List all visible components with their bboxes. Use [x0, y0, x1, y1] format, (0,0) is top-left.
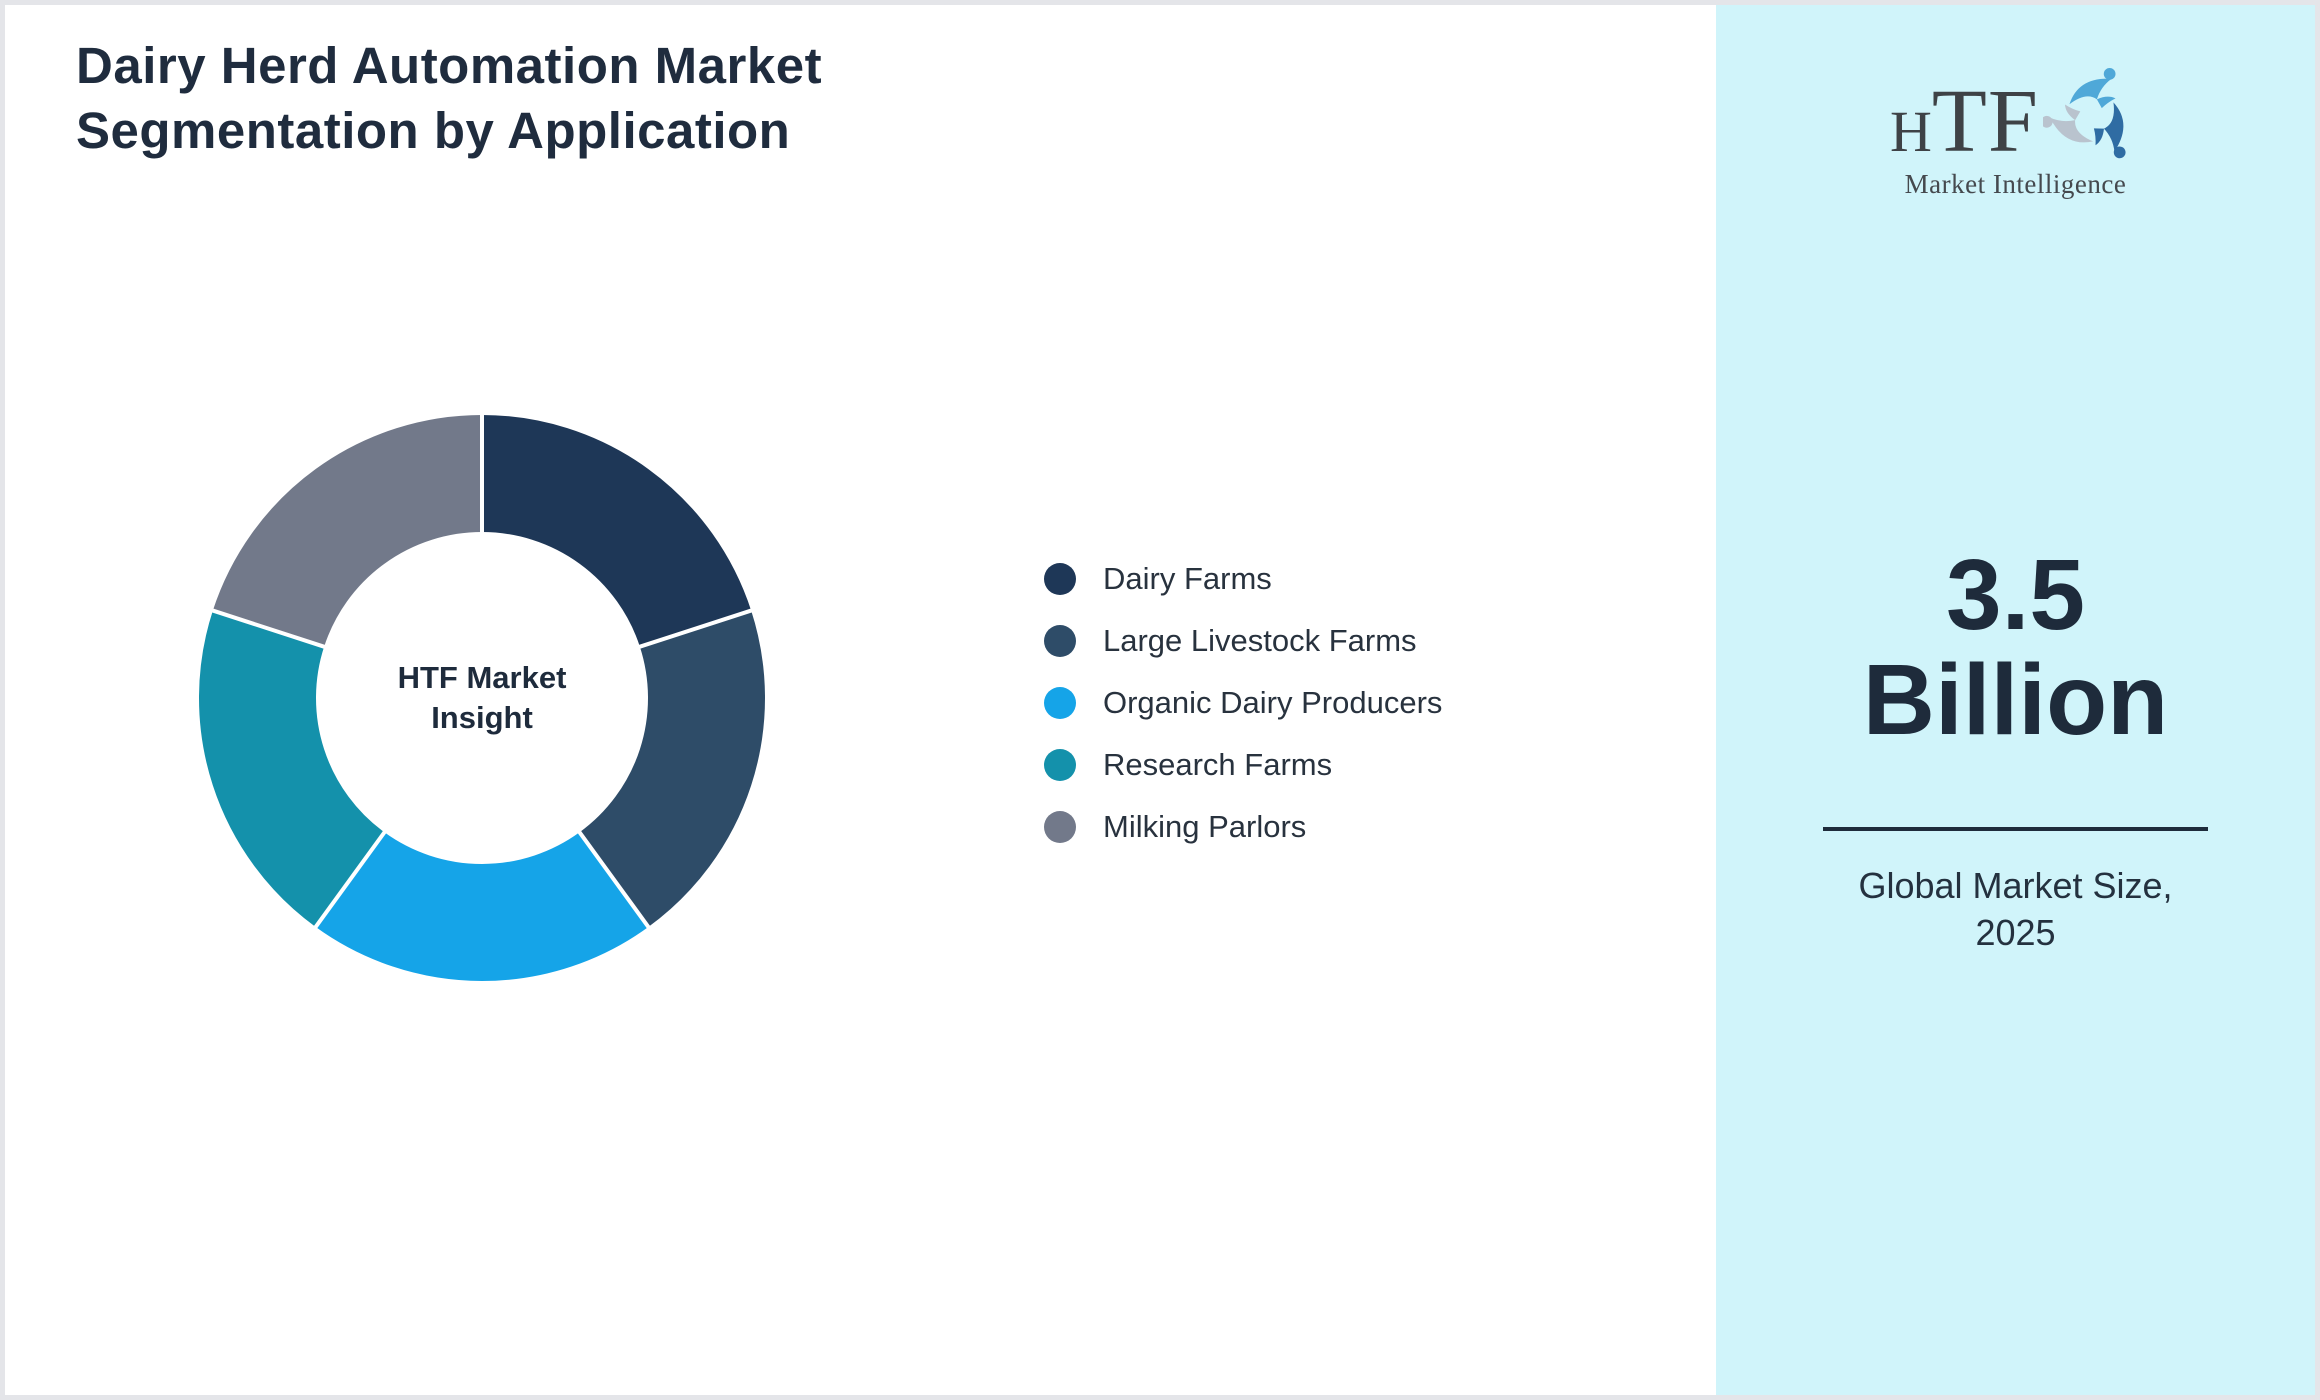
- sidebar: H TF: [1716, 5, 2315, 1395]
- legend-label: Research Farms: [1103, 747, 1333, 782]
- donut-chart-area: HTF Market Insight: [199, 413, 765, 982]
- donut-chart: [199, 413, 765, 982]
- swirl-figure-right: [2093, 102, 2126, 159]
- legend-item: Milking Parlors: [1044, 809, 1442, 844]
- legend-item: Large Livestock Farms: [1044, 623, 1442, 658]
- donut-center: HTF Market Insight: [199, 415, 765, 981]
- brand-logo: H TF: [1716, 67, 2315, 200]
- brand-logo-h: H: [1890, 99, 1932, 164]
- market-size-divider: [1823, 827, 2208, 831]
- brand-tagline: Market Intelligence: [1904, 169, 2127, 199]
- slice-separator: [312, 826, 390, 930]
- legend-label: Organic Dairy Producers: [1103, 685, 1443, 720]
- legend-swatch: [1044, 625, 1076, 657]
- page-title-line1: Dairy Herd Automation Market: [76, 37, 823, 94]
- legend-swatch: [1044, 563, 1076, 595]
- legend-item: Dairy Farms: [1044, 561, 1442, 596]
- legend-swatch: [1044, 811, 1076, 843]
- slice-separator: [574, 826, 652, 930]
- donut-center-label: HTF Market Insight: [397, 659, 567, 735]
- legend-item: Organic Dairy Producers: [1044, 685, 1443, 720]
- legend-label: Milking Parlors: [1103, 809, 1307, 844]
- swirl-figure-top: [2069, 67, 2116, 109]
- market-size-block: 3.5 Billion Global Market Size, 2025: [1716, 543, 2315, 957]
- brand-logo-tf: TF: [1931, 72, 2039, 171]
- swirl-figure-left: [2042, 104, 2094, 143]
- page-title: Dairy Herd Automation Market Segmentatio…: [76, 33, 822, 164]
- brand-logo-text: H TF: [1890, 77, 2039, 167]
- slice-separator: [633, 608, 754, 651]
- market-size-caption: Global Market Size, 2025: [1858, 865, 2173, 953]
- legend-swatch: [1044, 687, 1076, 719]
- legend: Dairy Farms Large Livestock Farms Organic …: [1044, 561, 1443, 844]
- legend-label: Dairy Farms: [1103, 561, 1272, 596]
- market-size-value: 3.5 Billion: [1862, 539, 2169, 756]
- legend-item: Research Farms: [1044, 747, 1442, 782]
- legend-swatch: [1044, 749, 1076, 781]
- legend-label: Large Livestock Farms: [1103, 623, 1417, 658]
- swirl-people-icon: [2042, 67, 2126, 159]
- slice-separator: [210, 608, 331, 651]
- page-title-line2: Segmentation by Application: [76, 102, 791, 160]
